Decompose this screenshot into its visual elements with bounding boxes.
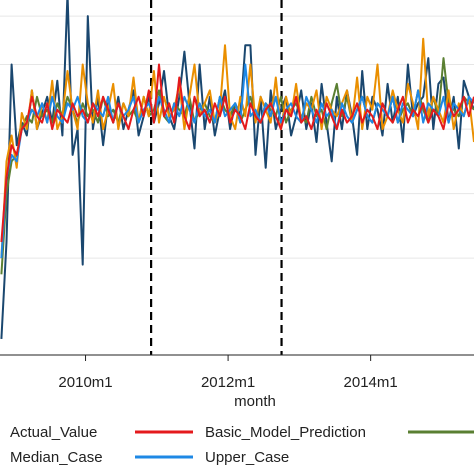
legend-label-4: Upper_Case xyxy=(205,449,289,466)
legend-label-1: Basic_Model_Prediction xyxy=(205,424,366,441)
legend-label-3: Median_Case xyxy=(10,449,103,466)
x-tick-label-1: 2012m1 xyxy=(201,374,255,391)
legend-label-0: Actual_Value xyxy=(10,424,97,441)
x-tick-label-0: 2010m1 xyxy=(58,374,112,391)
x-tick-label-2: 2014m1 xyxy=(344,374,398,391)
x-axis-title: month xyxy=(234,393,276,410)
